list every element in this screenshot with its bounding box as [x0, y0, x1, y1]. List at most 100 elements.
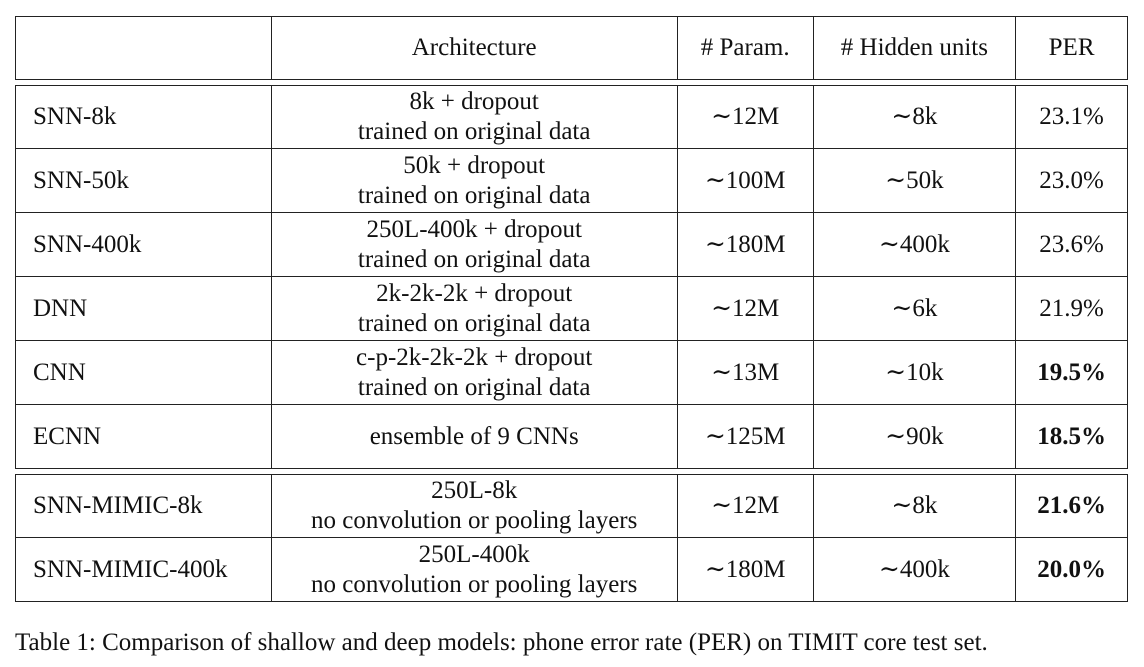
architecture-cell-text: trained on original data	[357, 245, 591, 273]
table-header-row: Architecture # Param. # Hidden units PER	[15, 16, 1128, 80]
architecture-cell-text: 250L-400k	[418, 540, 530, 568]
per-cell-text: 21.9%	[1039, 294, 1104, 322]
architecture-cell: 250L-8k no convolution or pooling layers	[272, 475, 678, 537]
params-cell-text: ∼125M	[704, 422, 786, 450]
architecture-cell-text: no convolution or pooling layers	[311, 570, 638, 598]
per-cell: 18.5%	[1016, 405, 1127, 468]
model-name-cell-text: SNN-50k	[33, 166, 129, 194]
per-cell: 21.6%	[1016, 475, 1127, 537]
hidden-units-cell: ∼10k	[814, 341, 1017, 404]
architecture-cell-text: 250L-8k	[431, 477, 518, 504]
per-cell-text: 23.1%	[1039, 103, 1104, 130]
params-cell-text: ∼12M	[711, 492, 780, 519]
per-cell-text: 20.0%	[1037, 555, 1106, 583]
architecture-cell-text: trained on original data	[357, 118, 591, 145]
results-table: Architecture # Param. # Hidden units PER…	[15, 16, 1128, 602]
hidden-units-cell-text: ∼8k	[891, 103, 938, 130]
model-name-cell-text: SNN-MIMIC-8k	[33, 492, 203, 519]
hidden-units-cell-text: ∼6k	[891, 294, 938, 322]
model-name-cell: SNN-8k	[16, 86, 272, 148]
model-name-cell-text: ECNN	[33, 422, 102, 450]
params-cell-text: ∼180M	[704, 230, 786, 258]
model-name-cell: SNN-50k	[16, 149, 272, 212]
hidden-units-cell-text: ∼400k	[878, 555, 950, 583]
model-name-cell: CNN	[16, 341, 272, 404]
params-cell-text: ∼12M	[711, 294, 780, 322]
table-row: SNN-8k 8k + dropout trained on original da…	[15, 85, 1128, 149]
hidden-units-cell: ∼400k	[814, 213, 1017, 276]
hidden-units-cell: ∼90k	[814, 405, 1017, 468]
hidden-units-cell-text: ∼400k	[878, 230, 950, 258]
hidden-units-cell-text: ∼8k	[891, 492, 938, 519]
per-cell: 21.9%	[1016, 277, 1127, 340]
model-name-cell: SNN-MIMIC-400k	[16, 538, 272, 601]
model-name-cell-text: DNN	[33, 294, 88, 322]
params-cell: ∼180M	[678, 538, 814, 601]
params-cell: ∼12M	[678, 475, 814, 537]
architecture-cell: ensemble of 9 CNNs	[272, 405, 678, 468]
header-cell-model	[16, 17, 272, 79]
per-cell-text: 23.0%	[1039, 166, 1104, 194]
hidden-units-cell: ∼8k	[814, 86, 1017, 148]
model-name-cell: SNN-400k	[16, 213, 272, 276]
architecture-cell-text: ensemble of 9 CNNs	[369, 422, 579, 450]
table-caption: Table 1: Comparison of shallow and deep …	[15, 629, 988, 656]
hidden-units-cell: ∼50k	[814, 149, 1017, 212]
per-cell-text: 19.5%	[1037, 358, 1106, 386]
hidden-units-cell-text: ∼50k	[885, 166, 944, 194]
hidden-units-cell-text: ∼90k	[885, 422, 944, 450]
model-name-cell-text: SNN-MIMIC-400k	[33, 555, 228, 583]
header-cell-architecture: Architecture	[272, 17, 678, 79]
per-cell: 23.0%	[1016, 149, 1127, 212]
architecture-cell-text: 8k + dropout	[409, 88, 539, 115]
architecture-cell: 2k-2k-2k + dropout trained on original da…	[272, 277, 678, 340]
table-row: DNN 2k-2k-2k + dropout trained on original…	[15, 277, 1128, 341]
architecture-cell: 250L-400k no convolution or pooling layer…	[272, 538, 678, 601]
architecture-cell: 50k + dropout trained on original data	[272, 149, 678, 212]
architecture-cell-text: trained on original data	[357, 373, 591, 401]
per-cell: 23.6%	[1016, 213, 1127, 276]
model-name-cell: SNN-MIMIC-8k	[16, 475, 272, 537]
hidden-units-cell-text: ∼10k	[885, 358, 944, 386]
params-cell-text: ∼13M	[711, 358, 780, 386]
per-cell-text: 21.6%	[1037, 492, 1106, 519]
per-cell: 19.5%	[1016, 341, 1127, 404]
model-name-cell-text: SNN-8k	[33, 103, 117, 130]
params-cell: ∼100M	[678, 149, 814, 212]
params-cell: ∼180M	[678, 213, 814, 276]
per-cell: 20.0%	[1016, 538, 1127, 601]
architecture-cell: 8k + dropout trained on original data	[272, 86, 678, 148]
table-row: SNN-MIMIC-400k 250L-400k no convolution or…	[15, 538, 1128, 602]
params-cell-text: ∼180M	[704, 555, 786, 583]
table-row: CNN c-p-2k-2k-2k + dropout trained on orig…	[15, 341, 1128, 405]
architecture-cell-text: 250L-400k + dropout	[366, 215, 582, 243]
table-row: SNN-400k 250L-400k + dropout trained on or…	[15, 213, 1128, 277]
params-cell-text: ∼12M	[711, 103, 780, 130]
architecture-cell-text: trained on original data	[357, 181, 591, 209]
table-row: SNN-50k 50k + dropout trained on original …	[15, 149, 1128, 213]
model-name-cell-text: CNN	[33, 358, 86, 386]
per-cell: 23.1%	[1016, 86, 1127, 148]
model-name-cell-text: SNN-400k	[33, 230, 142, 258]
params-cell-text: ∼100M	[704, 166, 786, 194]
architecture-cell-text: 2k-2k-2k + dropout	[376, 279, 573, 307]
header-cell-hidden-units: # Hidden units	[814, 17, 1017, 79]
architecture-cell-text: no convolution or pooling layers	[311, 507, 638, 534]
params-cell: ∼12M	[678, 86, 814, 148]
architecture-cell: 250L-400k + dropout trained on original d…	[272, 213, 678, 276]
header-cell-params: # Param.	[678, 17, 814, 79]
architecture-cell-text: trained on original data	[357, 309, 591, 337]
hidden-units-cell: ∼8k	[814, 475, 1017, 537]
model-name-cell: ECNN	[16, 405, 272, 468]
architecture-cell-text: 50k + dropout	[403, 151, 546, 179]
per-cell-text: 18.5%	[1037, 422, 1106, 450]
table-row: SNN-MIMIC-8k 250L-8k no convolution or poo…	[15, 474, 1128, 538]
params-cell: ∼12M	[678, 277, 814, 340]
params-cell: ∼125M	[678, 405, 814, 468]
params-cell: ∼13M	[678, 341, 814, 404]
per-cell-text: 23.6%	[1039, 230, 1104, 258]
table-row: ECNN ensemble of 9 CNNs ∼125M ∼90k 18.5%	[15, 405, 1128, 469]
architecture-cell-text: c-p-2k-2k-2k + dropout	[356, 343, 593, 371]
hidden-units-cell: ∼6k	[814, 277, 1017, 340]
architecture-cell: c-p-2k-2k-2k + dropout trained on origina…	[272, 341, 678, 404]
